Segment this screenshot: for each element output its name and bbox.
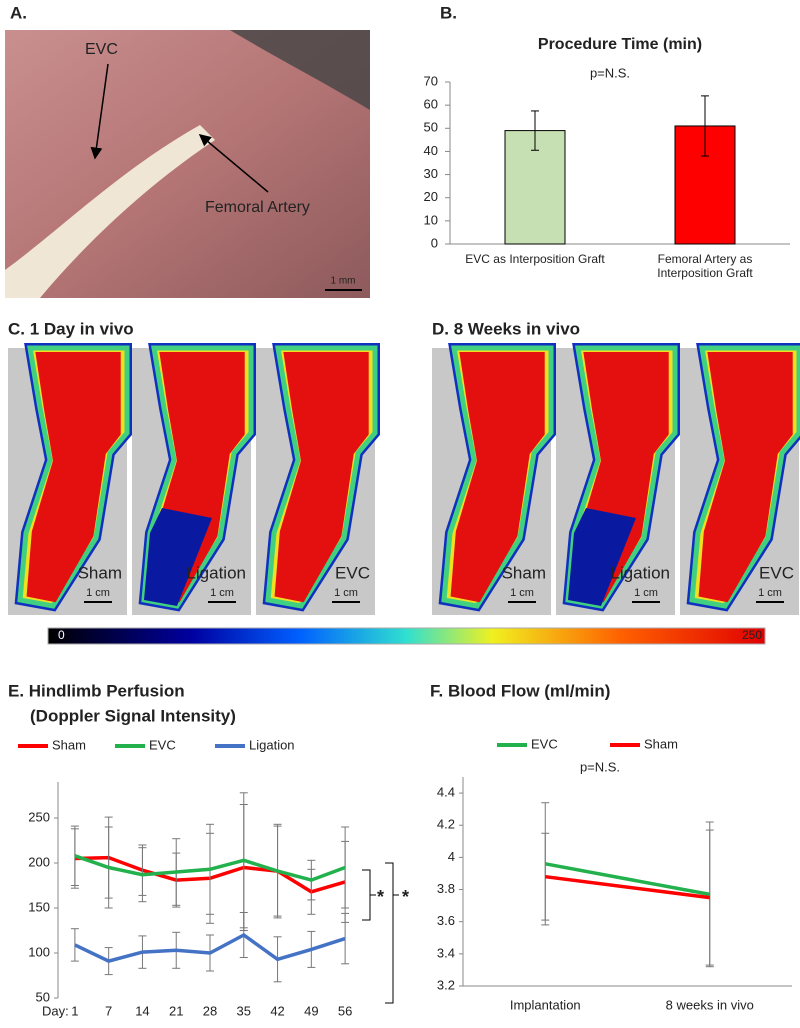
instrument bbox=[230, 30, 370, 110]
low-perfusion bbox=[144, 508, 212, 606]
image-label: Ligation bbox=[610, 563, 670, 582]
colorbar-max: 250 bbox=[742, 628, 762, 642]
scale-label: 1 cm bbox=[86, 587, 110, 599]
doppler-image: Sham 1 cm bbox=[432, 343, 556, 615]
y-tick-label: 3.8 bbox=[437, 881, 455, 896]
annotation: p=N.S. bbox=[590, 65, 630, 80]
photo-label: EVC bbox=[85, 41, 118, 58]
image-label: Ligation bbox=[186, 563, 246, 582]
x-axis-label: Day: bbox=[42, 1003, 69, 1018]
y-tick-label: 20 bbox=[424, 189, 438, 204]
legend-label: Sham bbox=[52, 737, 86, 752]
x-tick-label: 21 bbox=[169, 1003, 183, 1018]
colorbar bbox=[47, 627, 766, 645]
y-tick-label: 250 bbox=[28, 809, 50, 824]
y-tick-label: 10 bbox=[424, 212, 438, 227]
scale-label: 1 cm bbox=[758, 587, 782, 599]
bracket bbox=[385, 862, 394, 1004]
panel-label: B. bbox=[440, 3, 457, 22]
scale-label: 1 mm bbox=[331, 276, 356, 287]
x-tick-label: 8 weeks in vivo bbox=[666, 997, 754, 1012]
legend-label: EVC bbox=[149, 737, 176, 752]
chart-title: F. Blood Flow (ml/min) bbox=[430, 681, 610, 700]
y-tick-label: 70 bbox=[424, 73, 438, 88]
image-label: Sham bbox=[502, 563, 546, 582]
y-tick-label: 60 bbox=[424, 97, 438, 112]
perfusion-core bbox=[26, 352, 121, 603]
scale-label: 1 cm bbox=[510, 587, 534, 599]
y-tick-label: 30 bbox=[424, 166, 438, 181]
series-line bbox=[74, 932, 346, 963]
doppler-image: EVC 1 cm bbox=[680, 343, 800, 615]
x-tick-label: 56 bbox=[338, 1003, 352, 1018]
y-tick-label: 4.4 bbox=[437, 785, 455, 800]
y-tick-label: 100 bbox=[28, 944, 50, 959]
image-label: EVC bbox=[335, 563, 370, 582]
legend-label: Sham bbox=[644, 736, 678, 751]
doppler-image: Ligation 1 cm bbox=[556, 343, 680, 615]
scale-label: 1 cm bbox=[334, 587, 358, 599]
y-tick-label: 150 bbox=[28, 899, 50, 914]
x-tick-label: 1 bbox=[71, 1003, 78, 1018]
x-tick-label: 49 bbox=[304, 1003, 318, 1018]
arrow bbox=[198, 134, 269, 193]
series-line bbox=[74, 854, 346, 882]
panel-title: C. 1 Day in vivo bbox=[8, 319, 134, 338]
bracket bbox=[362, 869, 371, 921]
doppler-image: Ligation 1 cm bbox=[132, 343, 256, 615]
scale-label: 1 cm bbox=[634, 587, 658, 599]
x-tick-label: Implantation bbox=[510, 997, 581, 1012]
annotation: p=N.S. bbox=[580, 759, 620, 774]
annotation: * bbox=[377, 887, 384, 907]
x-tick-label: 35 bbox=[237, 1003, 251, 1018]
x-tick-label: 7 bbox=[105, 1003, 112, 1018]
doppler-image: Sham 1 cm bbox=[8, 343, 132, 615]
image-label: EVC bbox=[759, 563, 794, 582]
x-tick-label: EVC as Interposition Graft bbox=[465, 252, 605, 266]
legend-label: Ligation bbox=[249, 737, 295, 752]
perfusion-core bbox=[450, 352, 545, 603]
chart-subtitle: (Doppler Signal Intensity) bbox=[30, 706, 236, 725]
x-tick-label-box: EVC as Interposition Graft bbox=[465, 252, 605, 266]
low-perfusion bbox=[568, 508, 636, 606]
y-tick-label: 50 bbox=[424, 120, 438, 135]
arrow bbox=[90, 63, 109, 160]
y-tick-label: 3.2 bbox=[437, 977, 455, 992]
y-tick-label: 200 bbox=[28, 854, 50, 869]
legend-label: EVC bbox=[531, 736, 558, 751]
doppler-image: EVC 1 cm bbox=[256, 343, 380, 615]
y-tick-label: 4 bbox=[448, 849, 455, 864]
x-tick-label: 42 bbox=[270, 1003, 284, 1018]
y-tick-label: 3.6 bbox=[437, 913, 455, 928]
y-tick-label: 40 bbox=[424, 143, 438, 158]
photo-label: Femoral Artery bbox=[205, 199, 310, 216]
panel-title: D. 8 Weeks in vivo bbox=[432, 319, 580, 338]
y-tick-label: 50 bbox=[36, 989, 50, 1004]
y-tick-label: 4.2 bbox=[437, 817, 455, 832]
perfusion-core bbox=[698, 352, 793, 603]
chart-title: Procedure Time (min) bbox=[538, 36, 702, 53]
scale-label: 1 cm bbox=[210, 587, 234, 599]
panel-label: A. bbox=[10, 3, 27, 22]
x-tick-label: 28 bbox=[203, 1003, 217, 1018]
x-tick-label: Femoral Artery as Interposition Graft bbox=[657, 252, 753, 280]
vein-graft bbox=[5, 125, 215, 298]
x-tick-label-box: Femoral Artery as Interposition Graft bbox=[657, 252, 753, 280]
colorbar-min: 0 bbox=[58, 628, 65, 642]
y-tick-label: 3.4 bbox=[437, 945, 455, 960]
chart-title: E. Hindlimb Perfusion bbox=[8, 681, 185, 700]
image-label: Sham bbox=[78, 563, 122, 582]
perfusion-core bbox=[274, 352, 369, 603]
series-line bbox=[544, 862, 711, 897]
x-tick-label: 14 bbox=[135, 1003, 149, 1018]
y-tick-label: 0 bbox=[431, 235, 438, 250]
annotation: * bbox=[402, 887, 409, 907]
series-line bbox=[545, 874, 710, 900]
